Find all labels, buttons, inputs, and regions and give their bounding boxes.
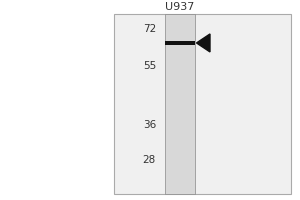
Text: 36: 36 [143, 120, 156, 130]
Text: U937: U937 [165, 2, 195, 12]
Text: 72: 72 [143, 24, 156, 34]
Text: 28: 28 [143, 155, 156, 165]
Polygon shape [196, 34, 210, 52]
FancyBboxPatch shape [165, 14, 195, 194]
Text: 55: 55 [143, 61, 156, 71]
FancyBboxPatch shape [165, 41, 195, 45]
FancyBboxPatch shape [114, 14, 291, 194]
